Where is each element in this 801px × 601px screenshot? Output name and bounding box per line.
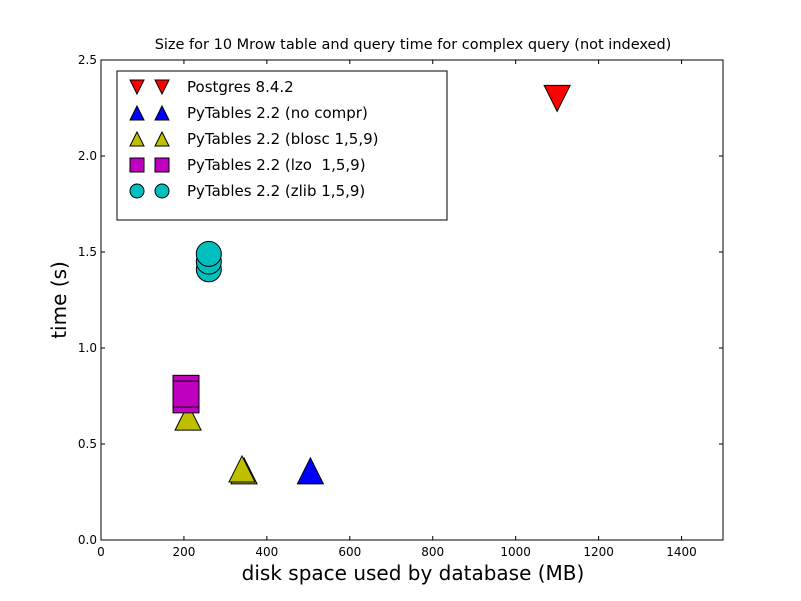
legend-marker — [129, 130, 145, 147]
y-tick-label: 0.5 — [78, 437, 97, 451]
x-tick-label: 0 — [97, 545, 105, 559]
y-tick-label: 2.5 — [78, 53, 97, 67]
legend-label: PyTables 2.2 (no compr) — [187, 104, 368, 122]
x-tick-label: 1400 — [666, 545, 697, 559]
legend-label: PyTables 2.2 (zlib 1,5,9) — [187, 182, 365, 200]
x-tick-label: 400 — [255, 545, 278, 559]
legend-marker — [154, 104, 170, 121]
data-point-triangle-up — [174, 403, 202, 431]
legend-label: PyTables 2.2 (lzo 1,5,9) — [187, 156, 366, 174]
legend-label: Postgres 8.4.2 — [187, 78, 294, 96]
y-tick-label: 0.0 — [78, 533, 97, 547]
x-tick-label: 800 — [421, 545, 444, 559]
x-tick-label: 1200 — [583, 545, 614, 559]
plot-frame — [100, 59, 724, 541]
chart-title: Size for 10 Mrow table and query time fo… — [155, 37, 672, 53]
data-point-triangle-up — [228, 454, 256, 483]
legend-marker — [154, 183, 170, 199]
data-point-triangle-down — [543, 84, 571, 113]
legend-marker — [154, 130, 170, 147]
y-axis-label: time (s) — [47, 261, 71, 339]
data-point-circle — [195, 240, 222, 267]
legend-marker — [154, 157, 170, 173]
y-tick-label: 1.0 — [78, 341, 97, 355]
data-point-square — [172, 380, 200, 408]
x-tick-label: 200 — [172, 545, 195, 559]
legend-marker — [129, 157, 145, 173]
data-point-triangle-up — [296, 456, 325, 485]
x-tick-label: 1000 — [500, 545, 531, 559]
legend-marker — [129, 104, 145, 121]
axis-ticks: 0 200 400 600 800 1000 1200 1400 0.0 0.5 1.0 1.5 2.0… — [78, 53, 723, 559]
legend-label: PyTables 2.2 (blosc 1,5,9) — [187, 130, 378, 148]
y-tick-label: 1.5 — [78, 245, 97, 259]
x-axis-label: disk space used by database (MB) — [242, 561, 585, 585]
legend-marker — [129, 79, 145, 96]
legend: Postgres 8.4.2 PyTables 2.2 (no compr) PyT… — [116, 70, 448, 221]
legend-marker — [129, 183, 145, 199]
data-markers — [172, 84, 571, 485]
legend-marker — [154, 79, 170, 96]
x-tick-label: 600 — [338, 545, 361, 559]
y-tick-label: 2.0 — [78, 149, 97, 163]
legend-box — [116, 70, 448, 221]
